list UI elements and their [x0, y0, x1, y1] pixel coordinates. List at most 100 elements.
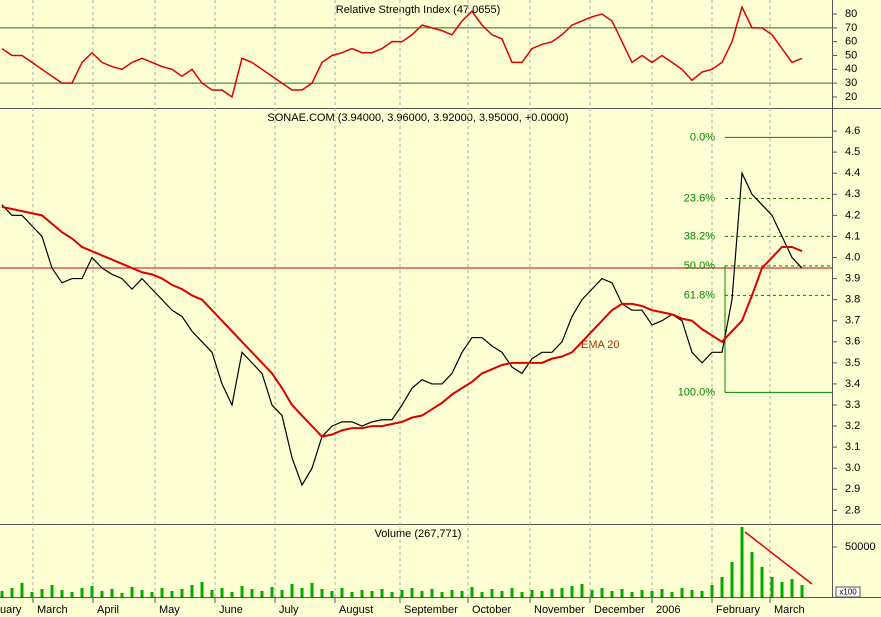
x-tick-label: August [339, 604, 373, 616]
volume-bar [640, 590, 644, 597]
volume-bar [420, 591, 424, 597]
rsi-title: Relative Strength Index (47.0655) [336, 4, 501, 16]
volume-bar [330, 591, 334, 597]
x-tick-label: July [279, 604, 299, 616]
y-tick-label: 4.1 [845, 230, 860, 242]
volume-bar [730, 562, 734, 597]
volume-bar [690, 590, 694, 597]
volume-unit: x100 [839, 588, 857, 597]
volume-bar [380, 589, 384, 597]
x-tick-label: September [404, 604, 458, 616]
fib-label: 23.6% [684, 192, 715, 204]
volume-bar [40, 589, 44, 597]
volume-bar [270, 587, 274, 597]
y-tick-label: 3.9 [845, 272, 860, 284]
x-tick-label: February [716, 604, 761, 616]
volume-bar [620, 589, 624, 597]
y-tick-label: 3.0 [845, 462, 860, 474]
volume-bar [280, 590, 284, 597]
volume-bar [470, 587, 474, 597]
x-tick-label: May [159, 604, 180, 616]
volume-bar [220, 588, 224, 597]
y-tick-label: 40 [845, 63, 857, 75]
volume-bar [540, 591, 544, 597]
volume-title: Volume (267,771) [375, 528, 462, 540]
volume-bar [110, 589, 114, 597]
volume-bar [700, 591, 704, 597]
y-tick-label: 3.7 [845, 315, 860, 327]
volume-bar [410, 588, 414, 597]
x-tick-label: March [37, 604, 68, 616]
y-tick-label: 50 [845, 49, 857, 61]
volume-bar [430, 589, 434, 597]
volume-bar [550, 589, 554, 597]
volume-bar [590, 590, 594, 597]
volume-bar [480, 592, 484, 597]
y-tick-label: 3.6 [845, 336, 860, 348]
volume-bar [150, 592, 154, 597]
x-tick-label: November [534, 604, 585, 616]
x-tick-label: June [219, 604, 243, 616]
volume-bar [160, 588, 164, 597]
volume-bar [250, 589, 254, 597]
y-tick-label: 80 [845, 8, 857, 20]
volume-bar [30, 592, 34, 597]
y-tick-label: 3.3 [845, 399, 860, 411]
y-tick-label: 2.8 [845, 504, 860, 516]
volume-bar [710, 585, 714, 597]
y-tick-label: 3.8 [845, 294, 860, 306]
volume-bar [200, 582, 204, 597]
volume-bar [650, 591, 654, 597]
volume-bar [100, 591, 104, 597]
volume-bar [500, 591, 504, 597]
y-tick-label: 20 [845, 91, 857, 103]
y-tick-label: 3.2 [845, 420, 860, 432]
y-tick-label: 4.3 [845, 188, 860, 200]
y-tick-label: 4.6 [845, 125, 860, 137]
volume-bar [600, 588, 604, 597]
volume-bar [50, 585, 54, 597]
volume-bar [510, 588, 514, 597]
volume-bar [440, 592, 444, 597]
volume-bar [130, 587, 134, 597]
volume-bar [490, 589, 494, 597]
y-tick-label: 3.4 [845, 378, 860, 390]
y-tick-label: 4.4 [845, 167, 860, 179]
y-tick-label: 50000 [845, 541, 876, 553]
price-line [1, 170, 803, 487]
x-tick-label: 2006 [656, 604, 680, 616]
y-tick-label: 60 [845, 36, 857, 48]
x-tick-label: March [774, 604, 805, 616]
y-tick-label: 2.9 [845, 483, 860, 495]
volume-bar [520, 592, 524, 597]
unit-box [835, 586, 861, 598]
fib-label: 100.0% [678, 386, 716, 398]
y-tick-label: 70 [845, 22, 857, 34]
volume-bar [0, 591, 4, 597]
volume-bar [210, 590, 214, 597]
volume-bar [260, 591, 264, 597]
x-tick-label: uary [0, 604, 22, 616]
volume-bar [70, 592, 74, 597]
volume-bar [530, 590, 534, 597]
volume-bar [770, 577, 774, 597]
volume-bar [300, 588, 304, 597]
volume-bar [230, 592, 234, 597]
volume-bar [290, 584, 294, 597]
y-tick-label: 4.2 [845, 209, 860, 221]
ema-line [1, 205, 803, 438]
volume-bar [450, 590, 454, 597]
volume-bar [370, 591, 374, 597]
volume-bar [190, 585, 194, 597]
y-tick-label: 3.5 [845, 357, 860, 369]
y-tick-label: 4.5 [845, 146, 860, 158]
volume-bar [170, 591, 174, 597]
volume-bar [400, 590, 404, 597]
volume-bar [790, 579, 794, 597]
volume-bar [460, 591, 464, 597]
volume-bar [760, 567, 764, 597]
volume-bar [180, 589, 184, 597]
volume-bar [610, 591, 614, 597]
x-tick-label: April [97, 604, 119, 616]
